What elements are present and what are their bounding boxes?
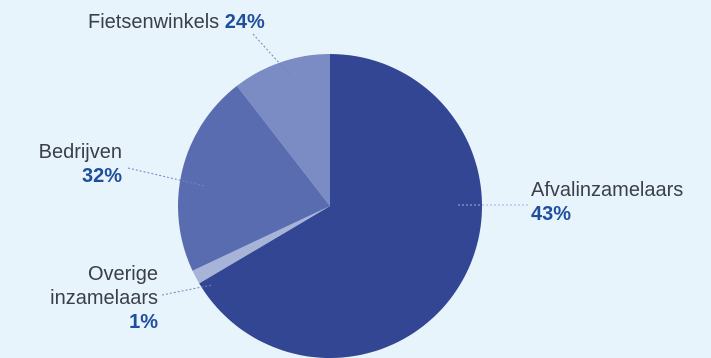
pie-slice-afvalinzamelaars: [199, 54, 483, 358]
label-overige-name-2: inzamelaars: [50, 287, 158, 309]
label-overige-name-1: Overige: [87, 263, 158, 285]
label-bedrijven: Bedrijven 32%: [20, 140, 122, 188]
label-overige-pct: 1%: [129, 311, 158, 333]
pie-slice-overige-inzamelaars: [192, 206, 330, 284]
label-afvalinzamelaars: Afvalinzamelaars 43%: [531, 178, 683, 226]
label-afvalinzamelaars-name: Afvalinzamelaars: [531, 179, 684, 201]
label-overige: Overige inzamelaars 1%: [30, 262, 158, 334]
leader-line-fietsenwinkels: [252, 33, 291, 76]
label-fietsenwinkels-pct: 24%: [224, 11, 265, 33]
leader-line-overige: [161, 284, 213, 296]
label-bedrijven-name: Bedrijven: [38, 141, 122, 163]
label-fietsenwinkels: Fietsenwinkels 24%: [88, 10, 265, 34]
label-bedrijven-pct: 32%: [81, 165, 122, 187]
label-fietsenwinkels-name: Fietsenwinkels: [88, 11, 220, 33]
label-afvalinzamelaars-pct: 43%: [531, 203, 572, 225]
pie-slice-fietsenwinkels: [236, 54, 330, 206]
pie-slice-bedrijven: [178, 85, 330, 271]
leader-line-bedrijven: [127, 167, 206, 187]
